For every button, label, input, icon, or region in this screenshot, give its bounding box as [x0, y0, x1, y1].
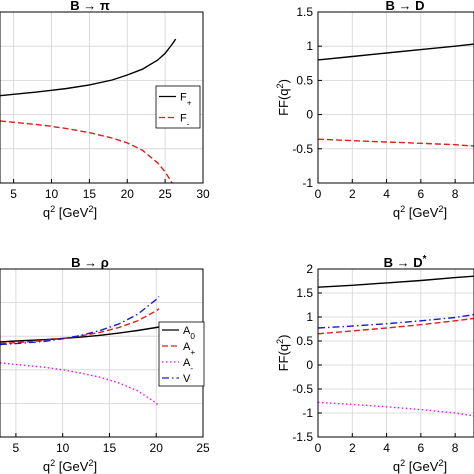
x-tick-label: 15	[83, 187, 97, 201]
x-tick-label: 4	[383, 187, 390, 201]
y-tick-label: -1	[302, 176, 313, 190]
y-tick-label: 1	[306, 39, 313, 53]
x-tick-label: 2	[349, 441, 356, 455]
x-tick-label: 6	[418, 187, 425, 201]
x-axis-label: q2 [GeV2]	[393, 204, 447, 220]
x-axis-label: q2 [GeV2]	[43, 458, 97, 474]
x-tick-label: 2	[349, 187, 356, 201]
series-line-0	[318, 275, 474, 288]
x-tick-label: 15	[103, 441, 117, 455]
x-tick-label: 6	[418, 441, 425, 455]
legend-label: A0	[183, 325, 195, 341]
y-tick-label: 0.5	[296, 73, 313, 87]
legend-box	[155, 85, 201, 129]
series-line-0	[318, 43, 474, 61]
y-tick-label: -1.5	[292, 430, 313, 444]
y-tick-label: 2	[306, 262, 313, 276]
legend-label: A+	[183, 341, 195, 357]
series-line-v-3	[0, 296, 160, 346]
x-tick-label: 10	[56, 441, 70, 455]
panel-title: B → ρ	[71, 255, 109, 270]
x-tick-label: 5	[10, 187, 17, 201]
y-tick-label: 0.5	[296, 334, 313, 348]
legend-label: F-	[180, 113, 190, 129]
x-tick-label: 25	[158, 187, 172, 201]
x-tick-label: 20	[121, 187, 135, 201]
series-line-1	[318, 317, 474, 335]
series-line-f-1	[0, 120, 173, 183]
x-axis-label: q2 [GeV2]	[393, 458, 447, 474]
series-line-a-1	[0, 308, 160, 345]
y-tick-label: 1	[306, 310, 313, 324]
panel-b-dstar: 0 2 4 6 8 -1.5 -1 -0.5 0 0.5 1 1.5 2 B → D* q2 [GeV2] F…	[275, 254, 474, 474]
x-axis-label: q2 [GeV2]	[43, 204, 97, 220]
y-tick-label: -0.5	[292, 142, 313, 156]
legend: A0A+A-V	[158, 321, 205, 387]
legend: F+ F-	[155, 85, 201, 129]
series-line-3	[318, 401, 474, 417]
panel-title: B → D*	[384, 254, 427, 271]
grid	[318, 269, 474, 437]
series-line-1	[318, 138, 474, 147]
legend-box	[158, 321, 205, 387]
legend-label: V	[183, 373, 191, 385]
y-tick-label: 0	[306, 358, 313, 372]
legend-label: A-	[183, 357, 193, 373]
panel-b-pi: 5 10 15 20 25 30 B → π q2 [GeV2] F+ F-	[0, 0, 210, 220]
x-tick-label: 30	[196, 187, 210, 201]
plot-frame	[317, 268, 474, 438]
series-line-2	[318, 313, 474, 329]
x-tick-label: 10	[45, 187, 59, 201]
y-tick-label: -0.5	[292, 382, 313, 396]
x-tick-label: 0	[315, 441, 322, 455]
x-tick-label: 0	[315, 187, 322, 201]
x-tick-label: 8	[452, 441, 459, 455]
panel-b-rho: 5 10 15 20 25 B → ρ q2 [GeV2] A0A+A-V	[0, 255, 210, 474]
panel-title: B → π	[70, 0, 110, 13]
series-line-f-0	[0, 38, 177, 97]
legend-label: F+	[180, 92, 192, 108]
y-axis-label: FF(q2)	[275, 79, 291, 116]
plot-frame	[317, 11, 474, 184]
grid	[318, 12, 474, 183]
x-tick-label: 4	[383, 441, 390, 455]
y-tick-label: 0	[306, 108, 313, 122]
series-line-a-0	[0, 326, 160, 343]
panel-b-d: 0 2 4 6 8 -1 -0.5 0 0.5 1 1.5 B → D q2 [GeV2] FF(q2)	[275, 0, 474, 220]
series-line-a-2	[0, 362, 160, 407]
plot-frame	[0, 11, 204, 184]
y-tick-label: 1.5	[296, 286, 313, 300]
y-tick-label: 1.5	[296, 5, 313, 19]
panel-title: B → D	[386, 0, 425, 13]
x-tick-label: 25	[196, 441, 210, 455]
x-tick-label: 8	[452, 187, 459, 201]
x-tick-label: 5	[13, 441, 20, 455]
y-axis-label: FF(q2)	[275, 335, 291, 372]
y-tick-label: -1	[302, 406, 313, 420]
x-tick-label: 20	[150, 441, 164, 455]
